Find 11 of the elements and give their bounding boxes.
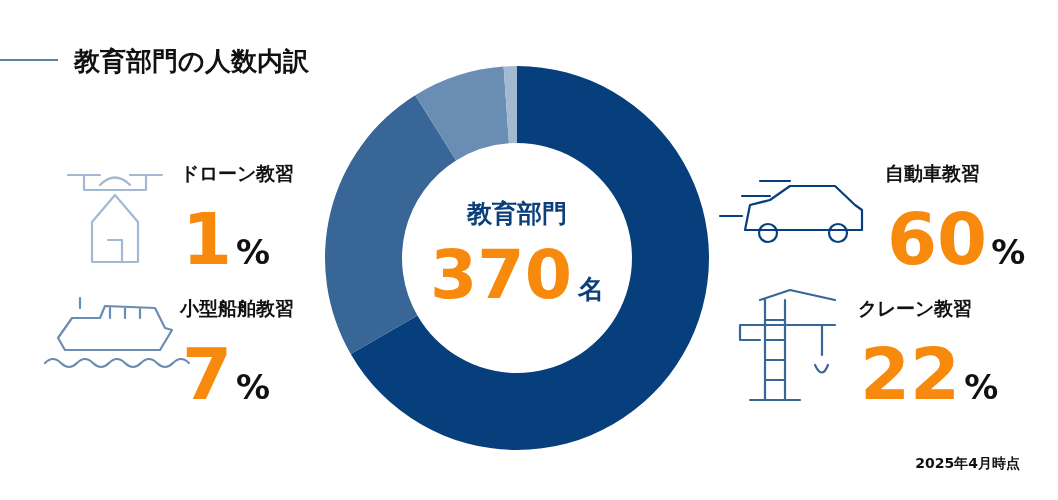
data-label: 1% [182, 197, 271, 281]
data-label: 22% [860, 332, 999, 416]
data-label: 60% [887, 197, 1026, 281]
legend-label: 小型船舶教習 [179, 297, 294, 319]
text: 2025年4月時点 [915, 455, 1020, 471]
text: 教育部門 [466, 199, 567, 228]
chart-title: 教育部門の人数内訳 [73, 46, 310, 76]
data-label: 7% [182, 332, 271, 416]
legend-label: クレーン教習 [858, 297, 972, 319]
slice-label: 自動車教習 [885, 162, 980, 184]
legend-label: ドローン教習 [180, 162, 294, 184]
